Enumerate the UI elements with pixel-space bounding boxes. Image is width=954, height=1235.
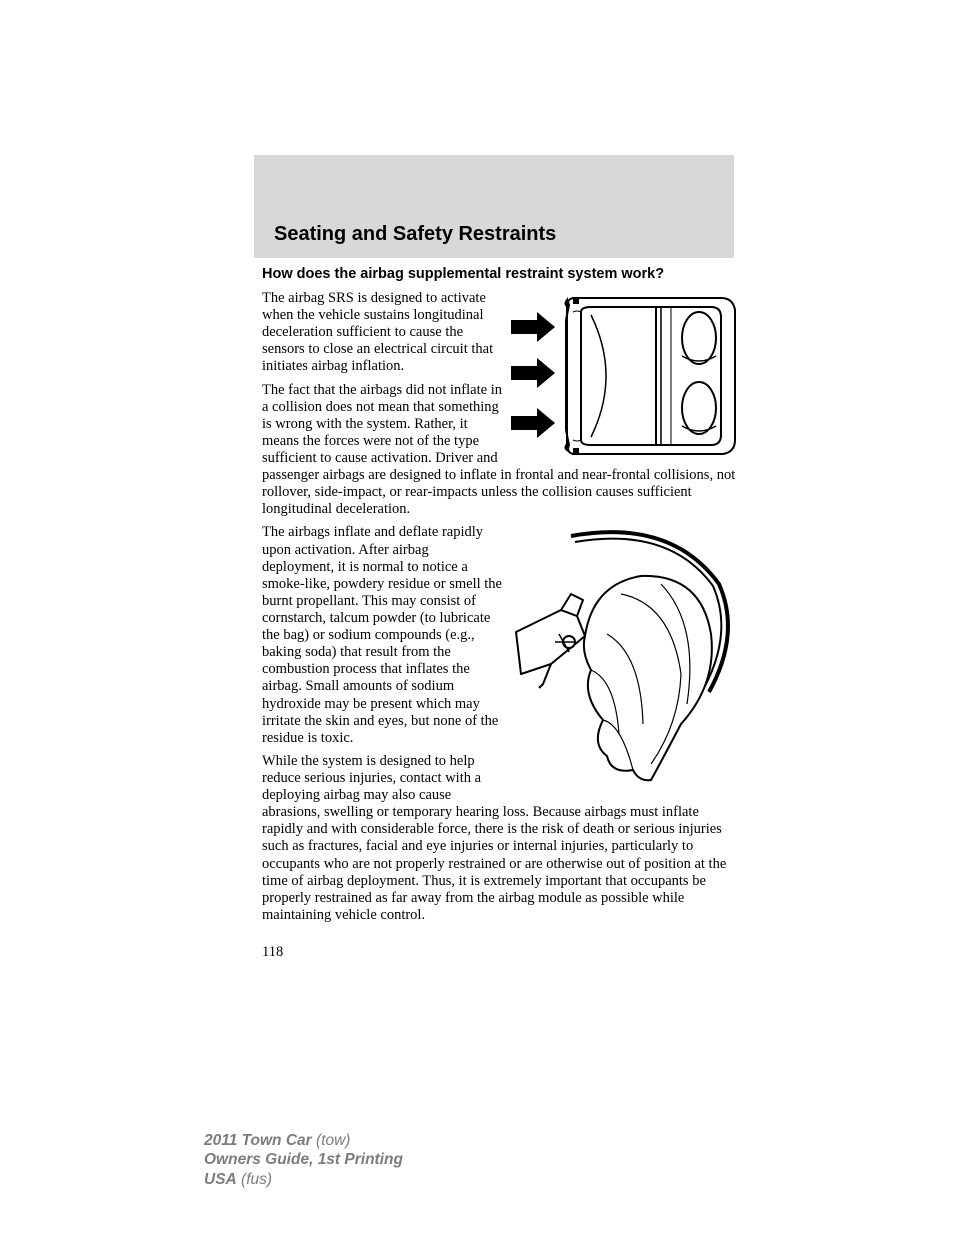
chapter-header-band: Seating and Safety Restraints [254, 155, 734, 258]
figure-airbag-deployed [511, 524, 736, 784]
chapter-title: Seating and Safety Restraints [274, 223, 734, 246]
page-number: 118 [262, 944, 736, 961]
footer-line-1: 2011 Town Car (tow) [204, 1131, 403, 1150]
page-content: How does the airbag supplemental restrai… [262, 266, 736, 961]
figure-car-impact-arrows [511, 290, 736, 458]
footer-model: 2011 Town Car [204, 1132, 312, 1149]
footer-model-code: (tow) [312, 1132, 351, 1149]
footer-line-3: USA (fus) [204, 1170, 403, 1189]
footer-block: 2011 Town Car (tow) Owners Guide, 1st Pr… [204, 1131, 403, 1189]
footer-region: USA [204, 1171, 237, 1188]
footer-line-2: Owners Guide, 1st Printing [204, 1150, 403, 1169]
section-subheading: How does the airbag supplemental restrai… [262, 266, 736, 282]
footer-region-code: (fus) [237, 1171, 272, 1188]
